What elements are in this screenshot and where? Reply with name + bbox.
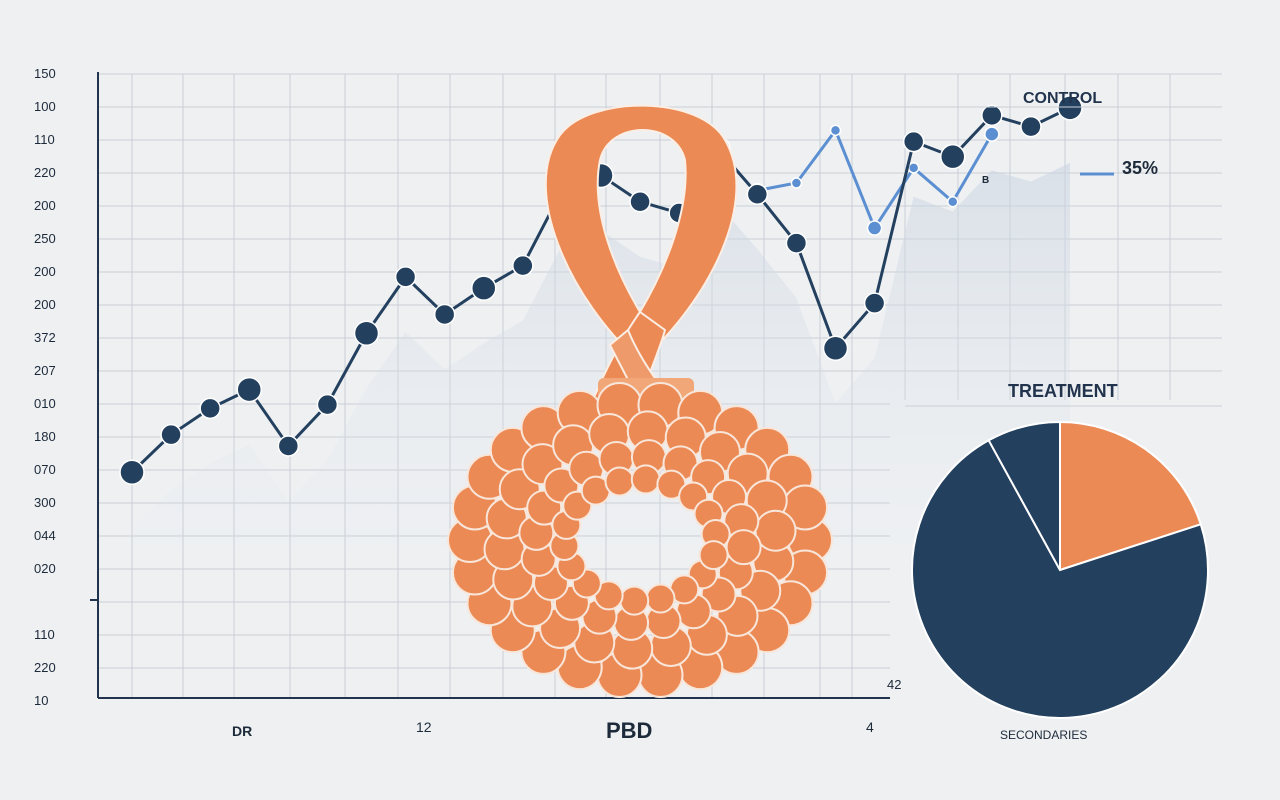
x-tick-labels: DR 12 PBD 4 [232,718,874,743]
right-value-label: 42 [887,677,901,692]
y-tick-labels: 150 100 110 220 200 250 200 200 372 207 010 180 070 3… [34,66,56,708]
y-tick-label: 300 [34,495,56,510]
data-point [1057,95,1083,121]
ribbon-loop [544,104,738,364]
data-point [1020,115,1042,138]
control-label: CONTROL [1023,90,1102,107]
percentage-label: 35% [1122,158,1158,178]
y-tick-label: 110 [34,627,55,642]
legend-control: CONTROL 35% B [960,90,1220,186]
data-point [984,126,1000,142]
data-point [433,303,456,326]
data-point [866,220,883,236]
data-point [981,104,1003,127]
ribbon-cell-ring [447,381,833,699]
y-tick-label: 207 [34,363,56,378]
cell [698,540,729,571]
pie-title: TREATMENT [1008,381,1118,401]
cell [725,529,762,566]
data-point [947,195,959,208]
y-tick-label: 200 [34,198,56,213]
pie-footer: SECONDARIES [1000,728,1087,742]
y-tick-label: 220 [34,165,56,180]
y-tick-label: 010 [34,396,56,411]
y-tick-label: 180 [34,429,56,444]
x-tick-dr: DR [232,723,252,739]
cell [754,509,797,552]
pie-slice [1059,420,1203,572]
y-axis [90,72,890,699]
pie-slice [911,438,1209,719]
data-point [629,190,651,213]
y-tick-label: 100 [34,99,56,114]
y-tick-label: 250 [34,231,56,246]
data-point [316,393,339,416]
data-point [790,177,803,189]
x-tick-12: 12 [416,719,432,735]
data-point [119,459,145,486]
y-tick-label: 070 [34,462,56,477]
pie-slices [911,420,1209,719]
series-control [119,95,1083,486]
data-point [746,183,769,205]
pie-slice [987,420,1061,571]
cell [645,583,676,614]
y-tick-label: 372 [34,330,56,345]
cell [604,466,635,497]
pie-chart: TREATMENT SECONDARIES 42 [887,381,1222,742]
data-point [940,143,966,170]
data-point [512,254,534,277]
y-tick-label: 044 [34,528,56,543]
x-tick-4: 4 [866,719,874,735]
y-tick-label: 200 [34,297,56,312]
data-point [471,275,497,301]
cell [630,464,661,495]
data-point [863,292,886,314]
data-point [353,320,380,346]
x-tick-pbd: PBD [606,718,652,743]
data-point [785,232,808,254]
y-tick-label: 020 [34,561,56,576]
y-tick-label: 200 [34,264,56,279]
y-tick-label: 220 [34,660,56,675]
cell [619,585,650,616]
y-tick-label: 10 [34,693,48,708]
data-point [160,423,182,446]
data-point [829,124,842,137]
data-point [902,130,925,153]
data-point [907,162,920,174]
y-tick-label: 110 [34,132,55,147]
data-point [199,397,221,420]
data-point [277,435,300,457]
data-point [236,376,262,403]
series-b-label: B [982,175,989,186]
data-point [394,266,417,288]
data-point [822,335,849,362]
y-tick-label: 150 [34,66,56,81]
